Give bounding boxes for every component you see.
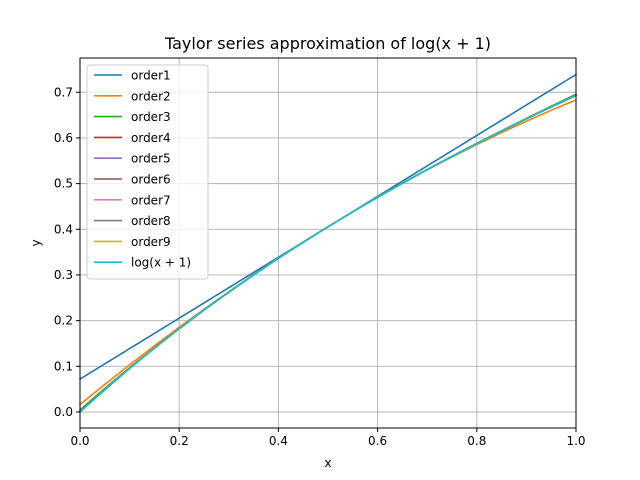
legend: order1 order2 order3 order4 order5 order6 orde…: [86, 64, 209, 280]
chart-title: Taylor series approximation of log(x + 1…: [164, 34, 491, 53]
axis-ticks: 0.0 0.2 0.4 0.6 0.8 1.0 0.0 0.1 0.2 0.3 0.4 0.5 0.6 0…: [54, 85, 586, 448]
legend-label-order3: order3: [131, 110, 171, 124]
grid: [79, 58, 577, 428]
y-tick-label: 0.4: [54, 222, 73, 236]
x-tick-label: 1.0: [566, 434, 585, 448]
legend-label-order4: order4: [131, 131, 171, 145]
x-tick-label: 0.8: [467, 434, 486, 448]
y-tick-label: 0.3: [54, 268, 73, 282]
x-axis-label: x: [324, 456, 331, 470]
legend-label-order1: order1: [131, 69, 171, 83]
legend-label-order7: order7: [131, 193, 171, 207]
y-tick-label: 0.1: [54, 359, 73, 373]
series-layer: [78, 73, 578, 414]
axes-frame: [79, 57, 577, 429]
plot-area: 0.0 0.2 0.4 0.6 0.8 1.0 0.0 0.1 0.2 0.3 0.4 0.5 0.6 0…: [54, 57, 586, 448]
x-tick-label: 0.4: [269, 434, 288, 448]
y-axis-label: y: [29, 239, 43, 246]
x-tick-label: 0.2: [170, 434, 189, 448]
legend-label-order2: order2: [131, 89, 171, 103]
legend-label-order6: order6: [131, 173, 171, 187]
legend-label-order8: order8: [131, 214, 171, 228]
series-line-log-x-1: [78, 94, 578, 414]
x-tick-label: 0.0: [70, 434, 89, 448]
x-tick-label: 0.6: [368, 434, 387, 448]
y-tick-label: 0.5: [54, 177, 73, 191]
legend-label-order5: order5: [131, 152, 171, 166]
y-tick-label: 0.6: [54, 131, 73, 145]
y-tick-label: 0.2: [54, 314, 73, 328]
legend-box: [86, 64, 209, 280]
legend-label-log-x-1: log(x + 1): [131, 256, 191, 270]
legend-label-order9: order9: [131, 235, 171, 249]
y-tick-label: 0.0: [54, 405, 73, 419]
y-tick-label: 0.7: [54, 85, 73, 99]
